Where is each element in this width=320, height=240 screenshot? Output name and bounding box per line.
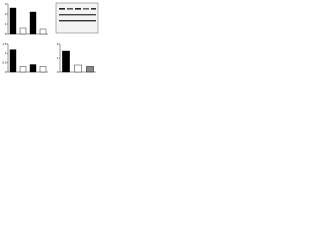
y-tick-label: 0	[5, 32, 7, 36]
y-tick-label: 0	[5, 70, 7, 74]
blot-band	[75, 8, 81, 10]
bar	[39, 28, 47, 35]
y-tick-label: 0.5	[2, 60, 7, 64]
y-tick-label: 2	[57, 42, 59, 46]
bar	[29, 64, 37, 73]
y-tick-label: 3	[5, 2, 7, 6]
bar	[19, 66, 27, 73]
blot-band	[67, 8, 73, 10]
bar	[86, 66, 94, 73]
y-tick-label: 1	[57, 56, 59, 60]
y-tick-label: 1	[5, 22, 7, 26]
blot-band	[59, 14, 96, 16]
y-tick-label: 2	[5, 12, 7, 16]
y-tick-label: 1	[5, 51, 7, 55]
bar	[9, 7, 17, 35]
blot-band	[59, 20, 96, 22]
blot-band	[91, 8, 96, 10]
blot-band	[59, 8, 65, 10]
bar	[19, 27, 27, 35]
blot-panel	[55, 2, 99, 34]
bar	[74, 64, 82, 73]
y-tick-label: 0	[57, 70, 59, 74]
bar	[29, 11, 37, 35]
bar	[62, 50, 70, 73]
blot-band	[83, 8, 89, 10]
figure: 0 1 2 3 0 0.5 1 1.5 0 1 2	[2, 2, 99, 74]
blot-frame	[55, 2, 99, 34]
bar	[39, 66, 47, 73]
y-tick-label: 1.5	[2, 42, 7, 46]
bar	[9, 49, 17, 73]
